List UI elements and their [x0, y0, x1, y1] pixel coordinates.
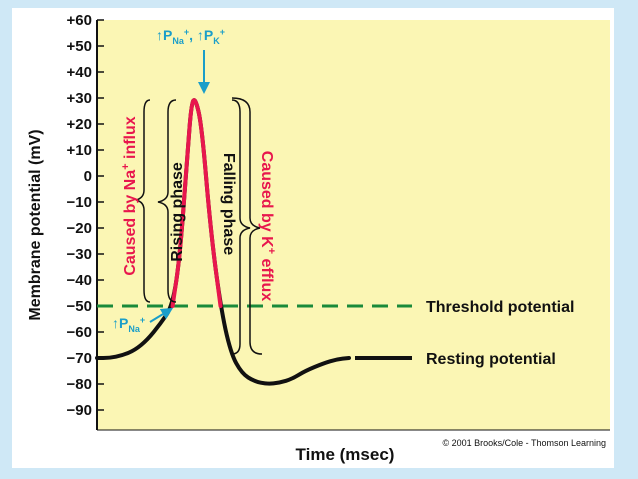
- na-influx-label: Caused by Na+ influx: [120, 116, 139, 275]
- copyright-text: © 2001 Brooks/Cole - Thomson Learning: [442, 438, 606, 448]
- peak-permeability-label: ↑PNa+, ↑PK+: [156, 27, 225, 46]
- y-tick-label: −50: [67, 298, 92, 315]
- k-efflux-label: Caused by K+ efflux: [258, 151, 277, 302]
- action-potential-spike: [170, 98, 223, 308]
- threshold-label: Threshold potential: [426, 299, 574, 316]
- y-ticks: +60 +50 +40 +30 +20 +10 0 −10 −20 −30 −40 −50 −60 −70…: [67, 12, 104, 419]
- y-tick-label: −20: [67, 220, 92, 237]
- x-axis-title: Time (msec): [296, 445, 395, 464]
- rising-phase-brace: [157, 99, 177, 303]
- k-efflux-brace: [231, 97, 263, 355]
- y-tick-label: +50: [67, 38, 92, 55]
- y-tick-label: −10: [67, 194, 92, 211]
- y-tick-label: +40: [67, 64, 92, 81]
- y-axis-title: Membrane potential (mV): [27, 129, 44, 320]
- y-tick-label: +60: [67, 12, 92, 29]
- y-tick-label: −40: [67, 272, 92, 289]
- falling-phase-label: Falling phase: [220, 153, 237, 255]
- falling-phase-brace-inner: [231, 99, 251, 355]
- na-influx-brace: [135, 99, 151, 303]
- y-tick-label: 0: [84, 168, 92, 185]
- y-tick-label: −70: [67, 350, 92, 367]
- y-tick-label: −30: [67, 246, 92, 263]
- y-tick-label: +10: [67, 142, 92, 159]
- threshold-arrow: [149, 307, 174, 323]
- y-tick-label: +20: [67, 116, 92, 133]
- resting-label: Resting potential: [426, 351, 556, 368]
- y-tick-label: −80: [67, 376, 92, 393]
- rising-phase-label: Rising phase: [169, 162, 186, 262]
- y-tick-label: −90: [67, 402, 92, 419]
- y-tick-label: +30: [67, 90, 92, 107]
- y-tick-label: −60: [67, 324, 92, 341]
